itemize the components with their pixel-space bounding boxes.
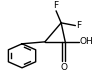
Text: F: F: [76, 21, 81, 30]
Text: OH: OH: [80, 37, 94, 46]
Text: O: O: [60, 63, 67, 72]
Text: F: F: [54, 1, 59, 10]
